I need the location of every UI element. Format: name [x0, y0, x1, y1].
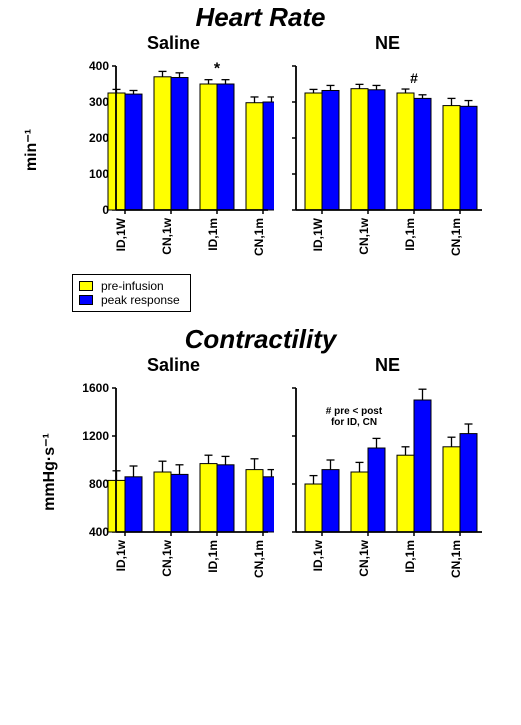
contractility-saline-subtitle: Saline [74, 355, 274, 376]
svg-text:ID,1w: ID,1w [114, 539, 128, 571]
svg-text:CN,1m: CN,1m [252, 218, 266, 256]
svg-text:400: 400 [88, 59, 108, 73]
heart-rate-ylabel: min⁻¹ [21, 128, 41, 170]
contractility-ne-chart: ID,1w CN,1w ID,1m CN,1m # pre < postfor ID, … [288, 378, 488, 588]
svg-text:ID,1w: ID,1w [311, 539, 325, 571]
svg-text:# pre < post: # pre < post [325, 406, 382, 417]
legend-peak-swatch [79, 295, 93, 305]
svg-text:for ID, CN: for ID, CN [330, 417, 376, 428]
svg-text:ID,1m: ID,1m [403, 540, 417, 573]
svg-text:ID,1W: ID,1W [311, 217, 325, 251]
svg-text:#: # [410, 70, 418, 86]
heart-rate-saline-chart: 0100200300400ID,1WCN,1wID,1mCN,1m* [74, 56, 274, 266]
heart-rate-ne-chart: ID,1W CN,1w ID,1m CN,1m # [288, 56, 488, 266]
svg-text:ID,1m: ID,1m [206, 540, 220, 573]
svg-text:CN,1w: CN,1w [357, 539, 371, 576]
contractility-ne-panel: NE ID,1w CN,1w ID,1m CN,1m # pre < postfor I… [288, 355, 488, 588]
legend: pre-infusion peak response [72, 274, 191, 312]
legend-peak-label: peak response [101, 293, 180, 307]
heart-rate-row: min⁻¹ Saline 0100200300400ID,1WCN,1wID,1… [0, 33, 521, 266]
contractility-saline-chart: 400 800 1200 1600 ID,1w CN,1w ID,1m CN,1m [74, 378, 274, 588]
heart-rate-title: Heart Rate [0, 2, 521, 33]
svg-text:*: * [213, 61, 220, 78]
svg-text:800: 800 [88, 477, 108, 491]
svg-text:1600: 1600 [82, 381, 109, 395]
svg-text:CN,1w: CN,1w [160, 539, 174, 576]
svg-text:ID,1W: ID,1W [114, 217, 128, 251]
svg-text:100: 100 [88, 167, 108, 181]
heart-rate-saline-subtitle: Saline [74, 33, 274, 54]
contractility-title: Contractility [0, 324, 521, 355]
contractility-saline-panel: Saline 400 800 1200 1600 ID,1w CN,1w ID,1m CN,1… [74, 355, 274, 588]
svg-text:ID,1m: ID,1m [403, 218, 417, 251]
heart-rate-ne-subtitle: NE [288, 33, 488, 54]
legend-pre-swatch [79, 281, 93, 291]
svg-text:CN,1w: CN,1w [160, 217, 174, 254]
contractility-ne-subtitle: NE [288, 355, 488, 376]
legend-pre-label: pre-infusion [101, 279, 164, 293]
svg-text:400: 400 [88, 525, 108, 539]
svg-text:300: 300 [88, 95, 108, 109]
svg-text:200: 200 [88, 131, 108, 145]
legend-peak-row: peak response [79, 293, 180, 307]
svg-text:CN,1m: CN,1m [252, 540, 266, 578]
heart-rate-saline-panel: Saline 0100200300400ID,1WCN,1wID,1mCN,1m… [74, 33, 274, 266]
svg-text:ID,1m: ID,1m [206, 218, 220, 251]
svg-text:CN,1m: CN,1m [449, 218, 463, 256]
contractility-row: mmHg·s⁻¹ Saline 400 800 1200 1600 ID,1w CN,1w… [0, 355, 521, 588]
contractility-ylabel: mmHg·s⁻¹ [39, 433, 59, 511]
svg-text:CN,1m: CN,1m [449, 540, 463, 578]
svg-text:1200: 1200 [82, 429, 109, 443]
figure-root: Heart Rate min⁻¹ Saline 0100200300400ID,… [0, 2, 521, 588]
legend-pre-row: pre-infusion [79, 279, 180, 293]
svg-text:CN,1w: CN,1w [357, 217, 371, 254]
heart-rate-ne-panel: NE ID,1W CN,1w ID,1m CN,1m # [288, 33, 488, 266]
